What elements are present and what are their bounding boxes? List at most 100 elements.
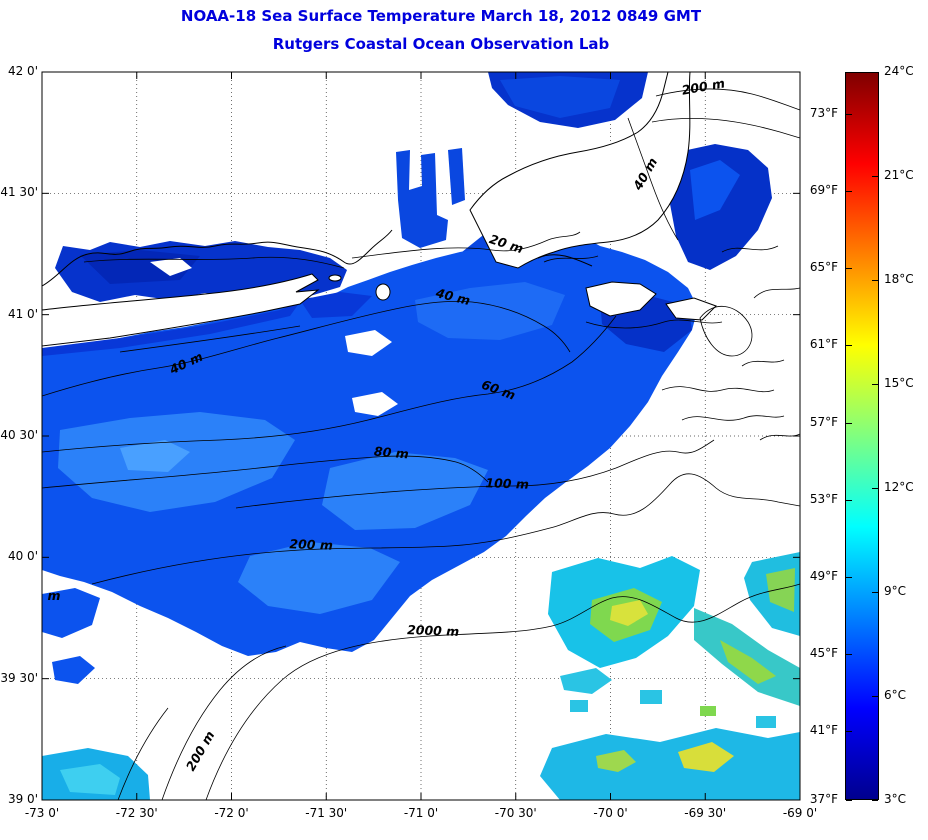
cloud-hole-1 bbox=[345, 330, 392, 356]
colorbar-fahrenheit-label: 57°F bbox=[809, 414, 838, 429]
contour-100m bbox=[235, 439, 715, 509]
colorbar-tick bbox=[846, 800, 852, 801]
colorbar-fahrenheit-label: 61°F bbox=[809, 337, 838, 352]
contour-200m-topright bbox=[655, 88, 801, 111]
colorbar-fahrenheit-label: 49°F bbox=[809, 568, 838, 583]
contour-shoals-6 bbox=[741, 359, 785, 367]
contour-li-south bbox=[119, 325, 301, 353]
x-tick-label: -72 30' bbox=[115, 806, 158, 820]
colorbar-celsius-label: 3°C bbox=[884, 792, 907, 806]
water-main-shelf bbox=[42, 234, 698, 656]
y-tick-label: 39 30' bbox=[0, 670, 38, 685]
warm-blob-yellow bbox=[610, 600, 648, 626]
land-long-island bbox=[41, 273, 320, 347]
contour-80m bbox=[41, 455, 489, 489]
water-bl-patch-1 bbox=[42, 588, 100, 638]
contour-vineyard-sound bbox=[543, 255, 599, 263]
plot-frame bbox=[41, 71, 801, 801]
x-tick-label: -69 0' bbox=[782, 806, 818, 820]
contour-topright-2 bbox=[651, 117, 801, 139]
contour-shoals-7 bbox=[585, 319, 723, 329]
figure-subtitle: Rutgers Coastal Ocean Observation Lab bbox=[272, 35, 610, 53]
contour-label: 80 m bbox=[373, 444, 409, 462]
x-tick-label: -73 0' bbox=[24, 806, 60, 820]
colorbar-tick bbox=[872, 384, 878, 385]
water-east-of-cape-inner bbox=[690, 160, 740, 220]
y-tick-label: 40 0' bbox=[7, 549, 38, 564]
contour-lis-inner bbox=[83, 256, 345, 269]
warm-pixel-2 bbox=[640, 690, 662, 704]
warm-pixel-4 bbox=[756, 716, 776, 728]
colorbar-tick bbox=[846, 345, 852, 347]
colorbar-tick bbox=[846, 730, 852, 732]
figure-title: NOAA-18 Sea Surface Temperature March 18… bbox=[180, 7, 702, 25]
contour-shoals-2 bbox=[661, 386, 775, 393]
x-tick-label: -70 0' bbox=[593, 806, 628, 820]
cloud-hole-2 bbox=[352, 392, 398, 416]
colorbar-celsius-label: 18°C bbox=[884, 272, 914, 286]
water-light-patch-4 bbox=[238, 542, 400, 614]
contour-shoals-8 bbox=[759, 433, 801, 441]
warm-streak-green bbox=[720, 640, 776, 684]
axis-tick-marks bbox=[41, 71, 801, 801]
contour-label: 200 m bbox=[289, 536, 333, 553]
island-block bbox=[375, 283, 391, 301]
colorbar-fahrenheit-label: 73°F bbox=[809, 106, 838, 121]
contour-label: 100 m bbox=[485, 475, 529, 492]
warm-pixel-1 bbox=[570, 700, 588, 712]
colorbar-tick bbox=[846, 422, 852, 424]
water-bl-cyan-inner bbox=[60, 764, 120, 795]
warm-mid-patch bbox=[560, 668, 612, 694]
colorbar-tick bbox=[872, 176, 878, 177]
colorbar-celsius-label: 15°C bbox=[884, 376, 914, 390]
warm-right-green bbox=[766, 568, 795, 612]
contour-shoals-5 bbox=[721, 245, 779, 253]
colorbar-celsius-label: 24°C bbox=[884, 64, 914, 78]
x-tick-label: -71 0' bbox=[403, 806, 439, 820]
cloud-hole-3 bbox=[150, 258, 192, 276]
contour-200m-canyon bbox=[161, 645, 287, 801]
colorbar-tick bbox=[872, 280, 878, 281]
colorbar-celsius-label: 21°C bbox=[884, 168, 914, 182]
contour-label: 200 m bbox=[681, 75, 726, 97]
colorbar-fahrenheit-label: 45°F bbox=[809, 645, 838, 660]
colorbar-celsius-label: 12°C bbox=[884, 480, 914, 494]
coastlines bbox=[41, 229, 593, 287]
colorbar-celsius-label: 9°C bbox=[884, 584, 907, 598]
bathymetry-contours bbox=[41, 88, 801, 801]
colorbar-tick bbox=[846, 576, 852, 578]
colorbar-tick bbox=[846, 653, 852, 655]
y-tick-label: 40 30' bbox=[0, 428, 38, 442]
colorbar-tick bbox=[846, 191, 852, 193]
colorbar-tick bbox=[846, 499, 852, 501]
land-cape-cod bbox=[469, 71, 691, 269]
contour-20m bbox=[351, 231, 581, 259]
colorbar bbox=[845, 72, 879, 800]
water-bright-patch bbox=[120, 440, 190, 472]
x-tick-label: -71 30' bbox=[305, 806, 348, 820]
island-fishers bbox=[328, 274, 342, 282]
y-tick-label: 42 0' bbox=[7, 64, 38, 78]
colorbar-fahrenheit-label: 65°F bbox=[809, 260, 838, 275]
contour-label: 200 m bbox=[183, 728, 218, 773]
colorbar-tick bbox=[872, 800, 878, 801]
contour-label: 2000 m bbox=[407, 622, 460, 639]
water-light-patch-3 bbox=[415, 282, 565, 340]
colorbar-tick bbox=[872, 488, 878, 489]
colorbar-fahrenheit-label: 37°F bbox=[809, 792, 838, 806]
x-tick-label: -70 30' bbox=[494, 806, 537, 820]
contour-60m bbox=[41, 315, 617, 453]
contour-shoals-3 bbox=[681, 415, 785, 421]
warm-bottom-band bbox=[540, 728, 800, 800]
contour-40m-outer-cape bbox=[627, 117, 679, 241]
water-small-bay bbox=[448, 148, 465, 205]
colorbar-tick bbox=[872, 696, 878, 697]
colorbar-fahrenheit-label: 41°F bbox=[809, 722, 838, 737]
colorbar-fahrenheit-label: 69°F bbox=[809, 183, 838, 198]
y-tick-label: 41 30' bbox=[0, 185, 38, 200]
island-marthas-vineyard bbox=[585, 281, 657, 317]
warm-bottom-yellow-2 bbox=[596, 750, 636, 772]
x-tick-label: -69 30' bbox=[684, 806, 727, 820]
